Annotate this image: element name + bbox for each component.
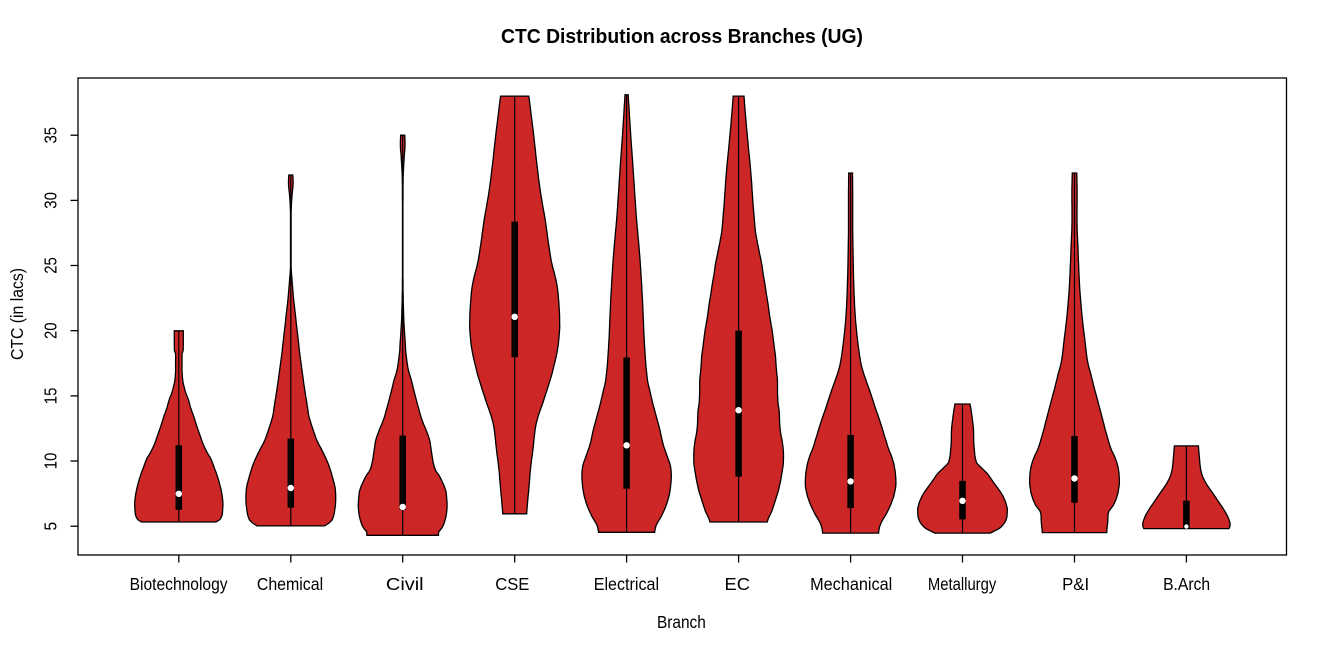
svg-text:Civil: Civil [386,574,424,594]
svg-text:Metallurgy: Metallurgy [928,574,997,594]
svg-text:Branch: Branch [657,612,706,632]
svg-text:15: 15 [41,388,61,405]
svg-text:20: 20 [41,322,61,339]
svg-text:CTC (in lacs): CTC (in lacs) [7,268,27,360]
svg-text:5: 5 [41,522,61,531]
svg-text:P&I: P&I [1062,574,1089,594]
svg-text:Chemical: Chemical [257,574,323,594]
svg-text:EC: EC [725,574,750,594]
svg-text:30: 30 [41,192,61,209]
svg-text:Biotechnology: Biotechnology [130,574,228,594]
svg-text:CSE: CSE [495,574,529,594]
svg-text:B.Arch: B.Arch [1163,574,1210,594]
svg-text:10: 10 [41,453,61,470]
svg-text:Mechanical: Mechanical [810,574,892,594]
svg-text:25: 25 [41,257,61,274]
svg-text:CTC Distribution across Branch: CTC Distribution across Branches (UG) [501,26,863,48]
svg-text:35: 35 [41,127,61,144]
svg-text:Electrical: Electrical [594,574,659,594]
